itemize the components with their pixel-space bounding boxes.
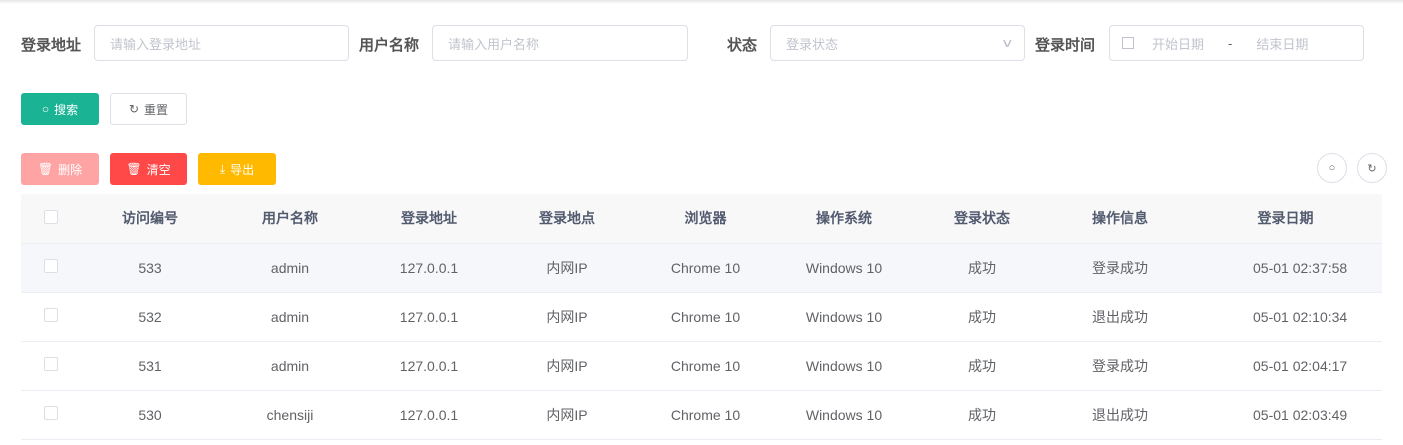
table-cell: 内网IP [498, 390, 636, 440]
table-row[interactable]: 530 chensiji 127.0.0.1 内网IP Chrome 10 Windows… [21, 390, 1382, 440]
table-cell: admin [220, 292, 360, 342]
select-all-checkbox[interactable] [43, 209, 58, 224]
table-cell: 127.0.0.1 [360, 341, 498, 391]
label: 导出 [230, 162, 255, 177]
table-cell: 05-01 02:37:58 [1189, 243, 1382, 293]
reset-button[interactable]: ↻ 重置 [110, 93, 187, 125]
label: 清空 [146, 162, 171, 177]
table-cell: chensiji [220, 390, 360, 440]
select-cell [21, 243, 80, 293]
status-select[interactable]: 登录状态 ∨ [770, 25, 1025, 61]
table-cell: 531 [80, 341, 220, 391]
column-header: 登录日期 [1189, 194, 1382, 244]
table-cell: Windows 10 [775, 243, 913, 293]
login-time-range[interactable]: 开始日期 - 结束日期 [1109, 25, 1364, 61]
calendar-icon [1122, 37, 1134, 49]
search-icon: ○ [1328, 162, 1336, 174]
table-cell: 05-01 02:04:17 [1189, 341, 1382, 391]
select-cell [21, 341, 80, 391]
start-date-input[interactable]: 开始日期 [1152, 36, 1205, 52]
column-header: 浏览器 [636, 194, 775, 244]
column-header: 用户名称 [220, 194, 360, 244]
label: 删除 [58, 162, 83, 177]
table-header: 访问编号 用户名称 登录地址 登录地点 浏览器 操作系统 登录状态 操作信息 登录日期 [21, 194, 1382, 244]
placeholder: 请输入登录地址 [110, 36, 202, 52]
end-date-input[interactable]: 结束日期 [1256, 36, 1309, 52]
clear-button[interactable]: 🗑︎ 清空 [110, 153, 187, 185]
refresh-icon: ↻ [1367, 162, 1377, 175]
column-header: 登录地点 [498, 194, 636, 244]
table-cell: 退出成功 [1051, 292, 1189, 342]
table-cell: Chrome 10 [636, 341, 775, 391]
table-cell: 内网IP [498, 341, 636, 391]
table-cell: Chrome 10 [636, 390, 775, 440]
table-cell: 成功 [913, 341, 1051, 391]
table-row[interactable]: 533 admin 127.0.0.1 内网IP Chrome 10 Windows 10… [21, 243, 1382, 293]
table-cell: 127.0.0.1 [360, 390, 498, 440]
column-header: 访问编号 [80, 194, 220, 244]
table-cell: 532 [80, 292, 220, 342]
placeholder: 登录状态 [786, 36, 839, 52]
label: 重置 [144, 102, 169, 117]
range-separator: - [1228, 35, 1233, 51]
select-cell [21, 292, 80, 342]
placeholder: 请输入用户名称 [448, 36, 540, 52]
trash-icon: 🗑︎ [37, 162, 54, 176]
row-checkbox[interactable] [43, 308, 58, 322]
table-cell: Chrome 10 [636, 243, 775, 293]
status-label: 状态 [727, 37, 758, 54]
login-address-input[interactable]: 请输入登录地址 [94, 25, 349, 61]
table-cell: Chrome 10 [636, 292, 775, 342]
search-button[interactable]: ○ 搜索 [21, 93, 99, 125]
table-cell: 内网IP [498, 292, 636, 342]
table-cell: 530 [80, 390, 220, 440]
download-icon: ⤓ [219, 161, 226, 176]
table-cell: 登录成功 [1051, 243, 1189, 293]
column-header: 登录状态 [913, 194, 1051, 244]
search-icon: ○ [41, 102, 50, 116]
username-input[interactable]: 请输入用户名称 [432, 25, 688, 61]
select-cell [21, 390, 80, 440]
table-cell: 127.0.0.1 [360, 243, 498, 293]
column-header: 操作信息 [1051, 194, 1189, 244]
table-cell: 内网IP [498, 243, 636, 293]
trash-icon: 🗑︎ [126, 162, 142, 176]
table-cell: 成功 [913, 243, 1051, 293]
refresh-button[interactable]: ↻ [1357, 153, 1387, 183]
login-log-table: 访问编号 用户名称 登录地址 登录地点 浏览器 操作系统 登录状态 操作信息 登录日期 533 a… [21, 194, 1382, 440]
row-checkbox[interactable] [43, 357, 58, 371]
table-cell: 127.0.0.1 [360, 292, 498, 342]
row-checkbox[interactable] [43, 406, 58, 420]
table-cell: 成功 [913, 390, 1051, 440]
row-checkbox[interactable] [43, 259, 58, 273]
login-time-label: 登录时间 [1035, 37, 1096, 54]
table-cell: Windows 10 [775, 292, 913, 342]
delete-button[interactable]: 🗑︎ 删除 [21, 153, 99, 185]
login-address-label: 登录地址 [21, 37, 82, 54]
table-row[interactable]: 531 admin 127.0.0.1 内网IP Chrome 10 Windows 10… [21, 341, 1382, 391]
refresh-icon: ↻ [128, 102, 140, 116]
top-shadow [0, 0, 1403, 4]
toggle-search-button[interactable]: ○ [1317, 153, 1347, 183]
label: 搜索 [54, 102, 79, 117]
username-label: 用户名称 [359, 37, 420, 54]
table-cell: 登录成功 [1051, 341, 1189, 391]
export-button[interactable]: ⤓ 导出 [198, 153, 276, 185]
table-cell: Windows 10 [775, 390, 913, 440]
table-cell: 退出成功 [1051, 390, 1189, 440]
table-cell: 533 [80, 243, 220, 293]
table-cell: 05-01 02:03:49 [1189, 390, 1382, 440]
table-cell: 05-01 02:10:34 [1189, 292, 1382, 342]
select-all-cell [21, 194, 80, 244]
table-cell: Windows 10 [775, 341, 913, 391]
table-row[interactable]: 532 admin 127.0.0.1 内网IP Chrome 10 Windows 10… [21, 292, 1382, 342]
chevron-down-icon: ∨ [1001, 36, 1015, 50]
table-cell: admin [220, 243, 360, 293]
column-header: 操作系统 [775, 194, 913, 244]
table-cell: admin [220, 341, 360, 391]
table-cell: 成功 [913, 292, 1051, 342]
column-header: 登录地址 [360, 194, 498, 244]
